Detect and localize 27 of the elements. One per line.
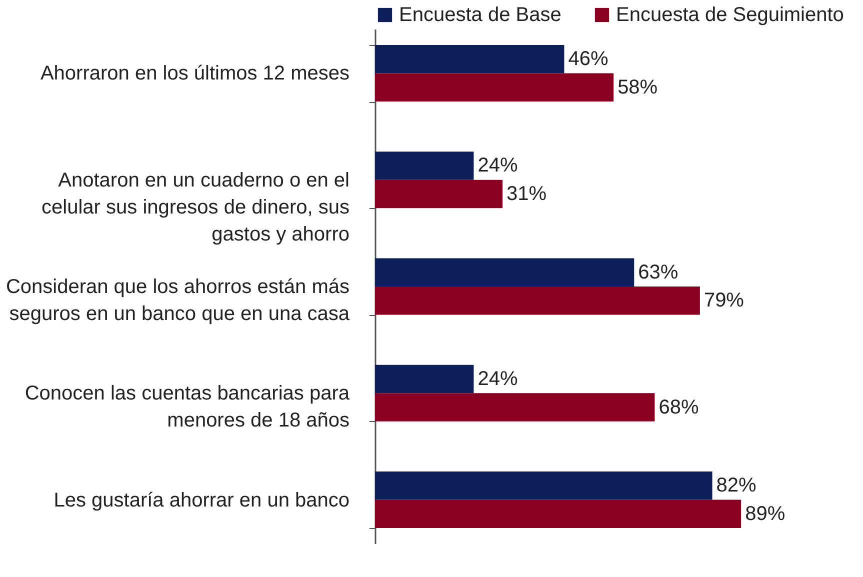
y-tick-label: Ahorraron en los últimos 12 meses [40,62,350,85]
bar [375,471,712,500]
bar [375,286,700,315]
y-tick-label: Anotaron en un cuaderno o en el celular sus ingresos de dinero, sus gastos y ahorro [42,169,350,246]
data-label: 63% [638,261,678,284]
data-label: 31% [506,183,547,206]
bar [375,393,655,422]
data-label: 79% [704,290,744,312]
data-label: 58% [618,76,658,98]
bar [375,44,564,74]
y-tick-label: Consideran que los ahorros están más seguros en un banco que en una casa [6,276,350,325]
data-label: 89% [745,502,786,525]
legend-label: Encuesta de Base [399,4,562,26]
data-label: 68% [658,396,699,418]
bar [375,258,634,286]
data-label: 24% [478,368,518,390]
bar [375,180,503,208]
y-tick-label: Les gustaría ahorrar en un banco [54,489,350,512]
bar [375,364,474,394]
data-label: 24% [478,154,518,177]
bar [375,500,742,528]
legend-label: Encuesta de Seguimiento [616,4,844,26]
bar [375,152,474,180]
data-label: 82% [716,474,757,497]
bar [375,73,614,102]
data-label: 46% [568,48,608,70]
y-tick-label: Conocen las cuentas bancarias para menores de 18 años [24,382,350,432]
